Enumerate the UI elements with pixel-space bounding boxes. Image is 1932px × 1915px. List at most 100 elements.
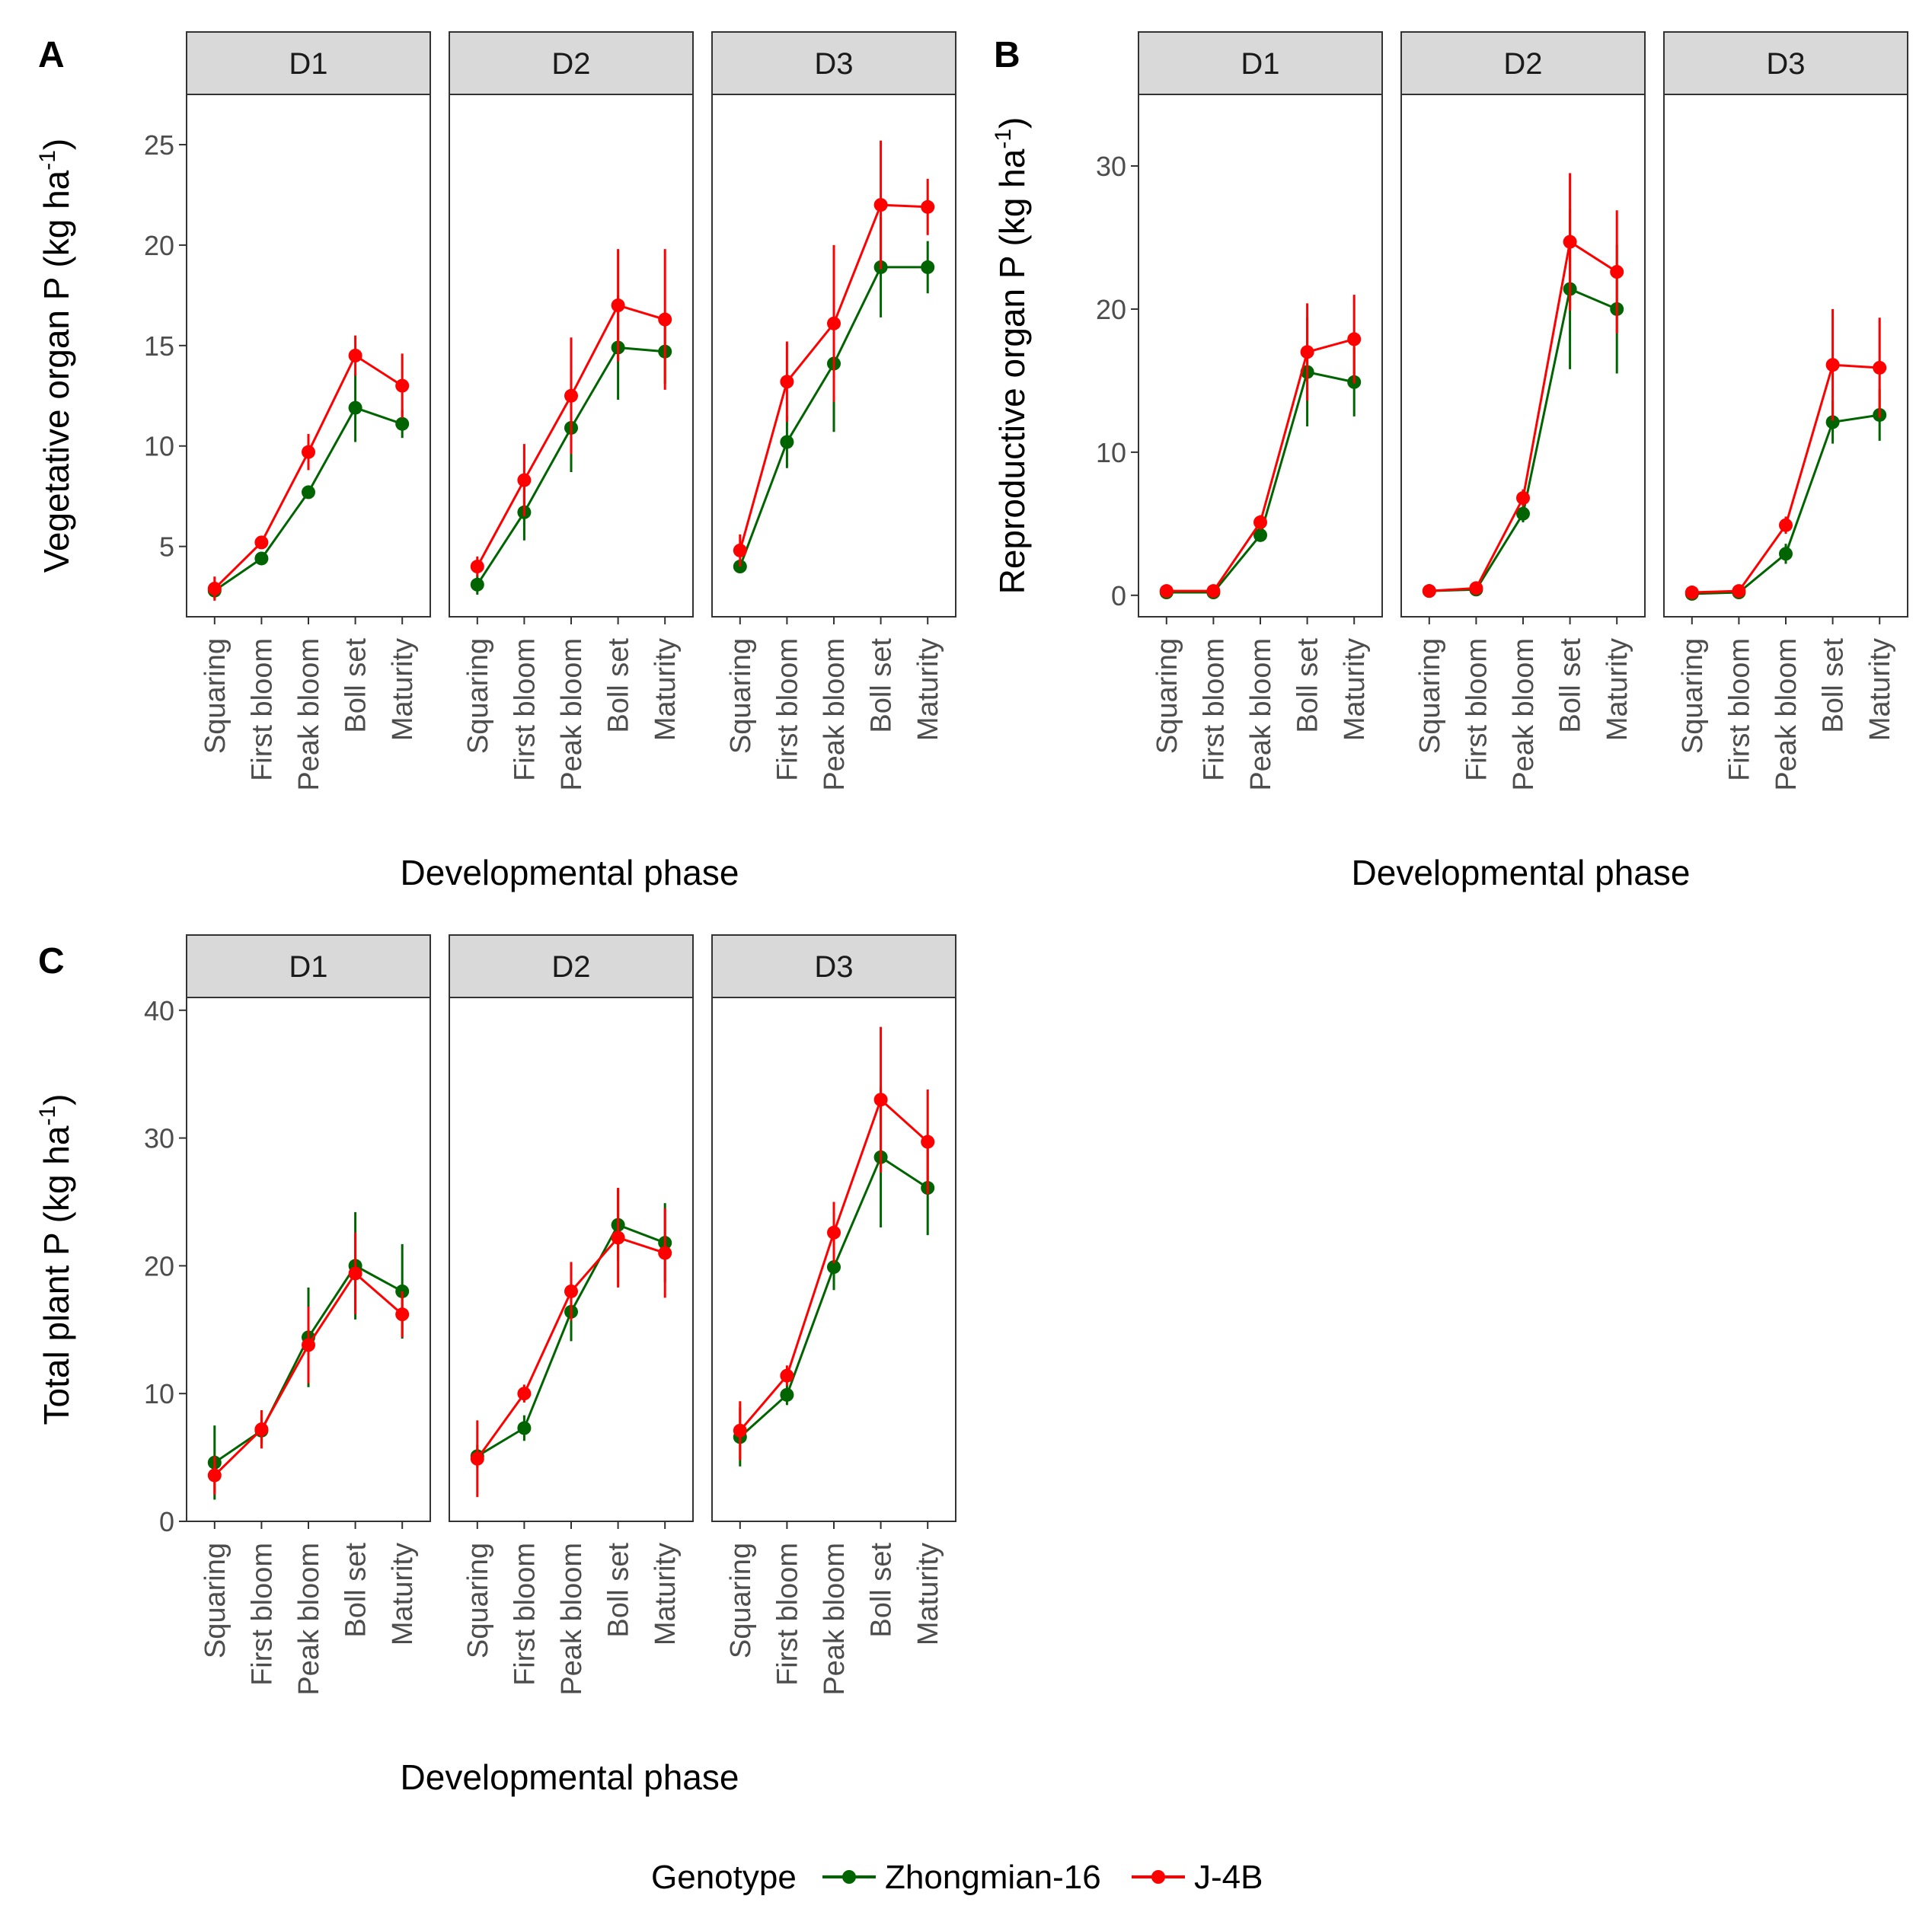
point-b-d3-zhongmian-16-peak-bloom [1779,547,1793,561]
point-c-d2-j-4b-squaring [470,1451,484,1466]
x-tick-label-b-d1-squaring: Squaring [1151,638,1183,754]
x-tick-label-c-d2-first-bloom: First bloom [509,1543,541,1686]
x-tick-label-c-d1-first-bloom: First bloom [246,1543,278,1686]
y-tick-label-c-10: 10 [144,1378,174,1409]
facet-a-d1: D1 Squaring First bloom Peak bloom Boll set M… [186,31,431,791]
x-tick-label-b-d2-peak-bloom: Peak bloom [1508,638,1540,791]
point-b-d2-zhongmian-16-peak-bloom [1516,506,1530,521]
point-a-d3-j-4b-maturity [921,199,935,214]
point-b-d2-j-4b-boll-set [1563,235,1577,249]
plot-border-c-d2 [449,997,694,1522]
y-tick-label-c-20: 20 [144,1250,174,1281]
y-tick-label-a-15: 15 [144,330,174,362]
x-tick-label-c-d1-boll-set: Boll set [340,1543,372,1638]
x-tick-label-c-d3-squaring: Squaring [725,1543,757,1658]
series-a-d3-j-4b [733,140,935,567]
legend-key-point-j-4b [1151,1870,1165,1884]
legend-label-j-4b: J-4B [1194,1859,1263,1896]
x-axis-title-c: Developmental phase [401,1757,739,1797]
x-tick-label-a-d3-boll-set: Boll set [866,638,898,733]
series-line-b-d3-zhongmian-16 [1691,413,1880,595]
x-tick-label-a-d1-first-bloom: First bloom [246,638,278,781]
plot-border-c-d1 [186,997,431,1522]
point-c-d1-j-4b-boll-set [348,1266,362,1281]
y-axis-title-close: ) [37,1094,76,1106]
panel-letter-c: C [38,941,65,981]
y-tick-label-a-10: 10 [144,431,174,462]
x-axis-title-b: Developmental phase [1352,853,1691,892]
x-tick-label-a-d3-squaring: Squaring [725,638,757,754]
plot-border-a-d1 [186,94,431,618]
x-tick-label-a-d2-boll-set: Boll set [603,638,635,733]
x-tick-label-c-d3-peak-bloom: Peak bloom [819,1543,851,1696]
x-tick-label-b-d1-first-bloom: First bloom [1198,638,1230,781]
series-b-d3-zhongmian-16 [1685,389,1887,601]
chart-a: A Vegetative organ P (kg ha-1) Development… [35,31,956,892]
series-b-d2-j-4b [1422,173,1624,598]
point-b-d2-j-4b-peak-bloom [1516,491,1530,506]
point-a-d1-zhongmian-16-first-bloom [254,551,269,566]
point-c-d3-zhongmian-16-peak-bloom [827,1260,841,1275]
point-a-d3-j-4b-boll-set [873,198,888,212]
series-line-c-d3-zhongmian-16 [739,1155,929,1438]
point-c-d2-j-4b-first-bloom [517,1387,532,1401]
x-tick-label-b-d2-squaring: Squaring [1414,638,1446,754]
point-a-d2-j-4b-first-bloom [517,473,532,487]
y-axis-title-c: Total plant P (kg ha-1) [35,1094,76,1425]
point-b-d3-j-4b-boll-set [1825,358,1840,372]
x-tick-label-c-d3-boll-set: Boll set [866,1543,898,1638]
point-c-d3-j-4b-first-bloom [780,1368,794,1383]
point-b-d1-j-4b-squaring [1159,584,1174,598]
point-a-d1-j-4b-maturity [395,378,410,393]
y-axis-title-superscript: -1 [35,150,60,171]
y-tick-label-b-30: 30 [1096,151,1126,182]
series-line-b-d2-j-4b [1429,240,1618,592]
facet-strip-c-d2 [449,934,694,998]
legend: Genotype Zhongmian-16 J-4B [651,1859,1263,1896]
x-tick-label-b-d3-peak-bloom: Peak bloom [1771,638,1803,791]
facet-strip-b-d3 [1663,31,1908,95]
x-tick-label-b-d2-first-bloom: First bloom [1461,638,1493,781]
panel-letter-a: A [38,35,65,75]
x-tick-label-c-d3-maturity: Maturity [912,1543,944,1645]
x-tick-label-c-d1-maturity: Maturity [387,1543,419,1645]
legend-key-point-zhongmian-16 [842,1870,856,1884]
point-c-d2-zhongmian-16-first-bloom [517,1421,532,1435]
point-a-d3-j-4b-squaring [733,543,747,557]
y-tick-label-b-0: 0 [1111,580,1126,611]
series-b-d1-zhongmian-16 [1159,318,1362,600]
plot-border-b-d3 [1663,94,1908,618]
point-a-d1-zhongmian-16-maturity [395,417,410,431]
y-tick-label-a-5: 5 [159,531,174,563]
series-a-d1-j-4b [207,335,410,601]
x-tick-label-b-d2-maturity: Maturity [1601,638,1633,741]
x-tick-label-b-d1-boll-set: Boll set [1292,638,1324,733]
x-tick-label-a-d2-maturity: Maturity [650,638,682,741]
point-a-d2-j-4b-peak-bloom [564,388,578,403]
x-tick-label-c-d2-peak-bloom: Peak bloom [556,1543,588,1696]
x-tick-label-a-d3-peak-bloom: Peak bloom [819,638,851,791]
point-b-d3-j-4b-squaring [1685,586,1699,600]
series-line-a-d1-j-4b [213,353,404,590]
x-axis-title-a: Developmental phase [401,853,739,892]
x-tick-label-c-d2-maturity: Maturity [650,1543,682,1645]
facet-a-d2: D2 Squaring First bloom Peak bloom Boll set M… [449,31,694,791]
x-tick-label-a-d1-boll-set: Boll set [340,638,372,733]
legend-title: Genotype [651,1859,797,1896]
series-line-b-d2-zhongmian-16 [1429,287,1617,592]
y-axis-title-superscript: -1 [35,1106,60,1126]
point-b-d2-j-4b-maturity [1610,265,1624,279]
facet-strip-label-b-d3: D3 [1766,47,1805,81]
point-c-d2-j-4b-maturity [658,1246,672,1260]
x-tick-label-c-d1-squaring: Squaring [200,1543,232,1658]
point-a-d2-zhongmian-16-squaring [470,577,484,592]
facet-strip-a-d1 [186,31,431,95]
series-c-d1-j-4b [207,1232,410,1495]
point-c-d3-zhongmian-16-first-bloom [780,1387,794,1402]
point-c-d3-j-4b-squaring [733,1423,747,1438]
x-tick-label-c-d2-squaring: Squaring [462,1543,494,1658]
point-c-d1-j-4b-maturity [395,1307,410,1322]
facet-b-d1: D1 Squaring First bloom Peak bloom Boll set M… [1138,31,1383,791]
point-b-d1-j-4b-boll-set [1300,345,1314,359]
